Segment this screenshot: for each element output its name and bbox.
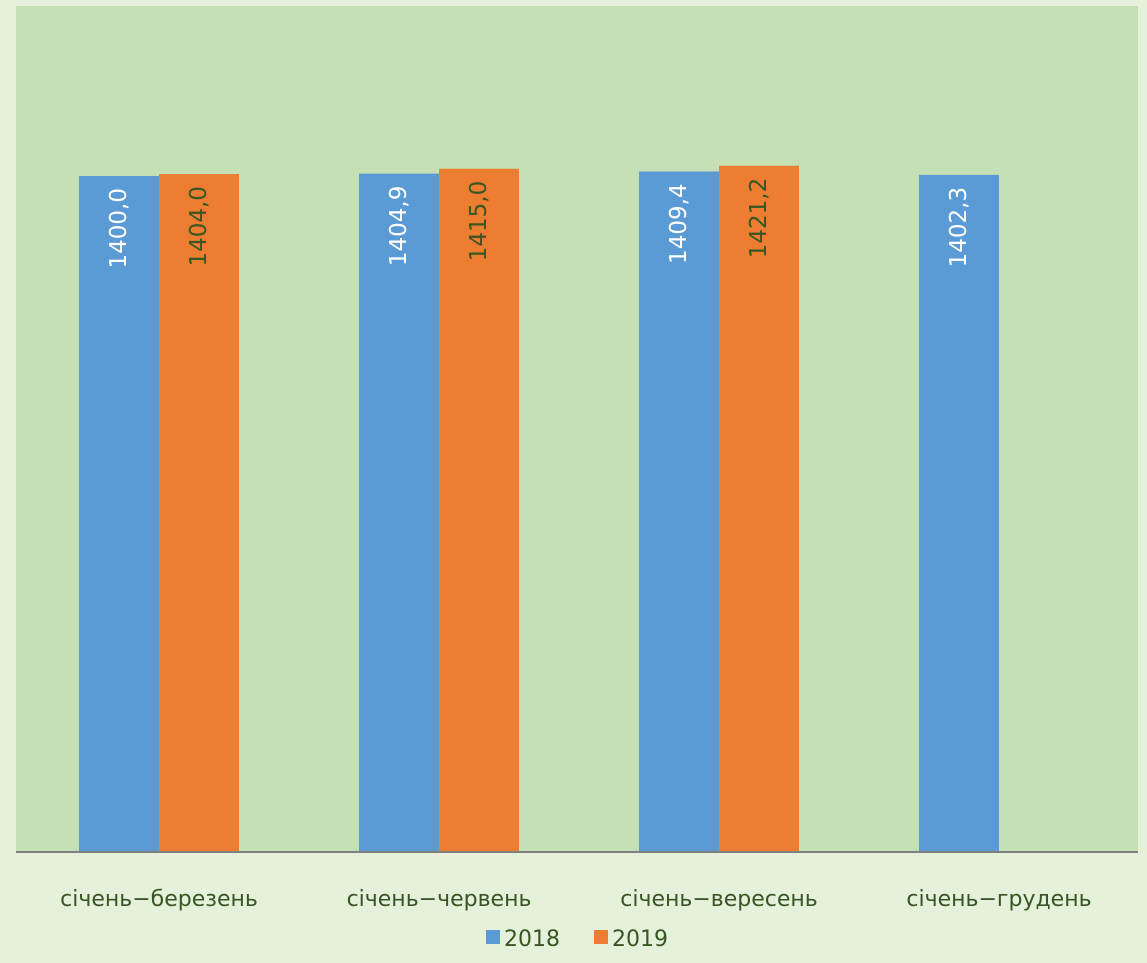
bar-2019-1 — [159, 174, 239, 852]
category-label-4: січень−грудень — [906, 887, 1091, 912]
category-label-2: січень−червень — [347, 887, 532, 912]
bar-2018-2 — [359, 173, 439, 852]
legend-label-2019: 2019 — [612, 927, 668, 952]
legend-label-2018: 2018 — [504, 927, 560, 952]
legend: 2018 2019 — [486, 927, 668, 952]
bar-2018-4 — [919, 174, 999, 853]
category-label-1: січень−березень — [60, 887, 258, 912]
data-label-2019-3: 1421,2 — [746, 178, 772, 258]
data-labels-layer: 1400,0 1404,0 1404,9 1415,0 1409,4 1421,2 1402… — [106, 178, 972, 269]
data-label-2019-1: 1404,0 — [186, 186, 212, 266]
bar-2019-3 — [719, 165, 799, 852]
data-label-2018-2: 1404,9 — [386, 186, 412, 266]
bars-layer — [79, 165, 999, 853]
legend-swatch-2018 — [486, 930, 500, 944]
data-label-2019-2: 1415,0 — [466, 181, 492, 261]
data-label-2018-1: 1400,0 — [106, 188, 132, 268]
category-labels-layer: січень−березень січень−червень січень−вере… — [60, 887, 1091, 912]
category-label-3: січень−вересень — [620, 887, 818, 912]
bar-2018-3 — [639, 171, 719, 853]
bar-2019-2 — [439, 168, 519, 852]
legend-swatch-2019 — [594, 930, 608, 944]
bar-2018-1 — [79, 176, 159, 852]
data-label-2018-3: 1409,4 — [666, 183, 692, 263]
data-label-2018-4: 1402,3 — [946, 187, 972, 267]
